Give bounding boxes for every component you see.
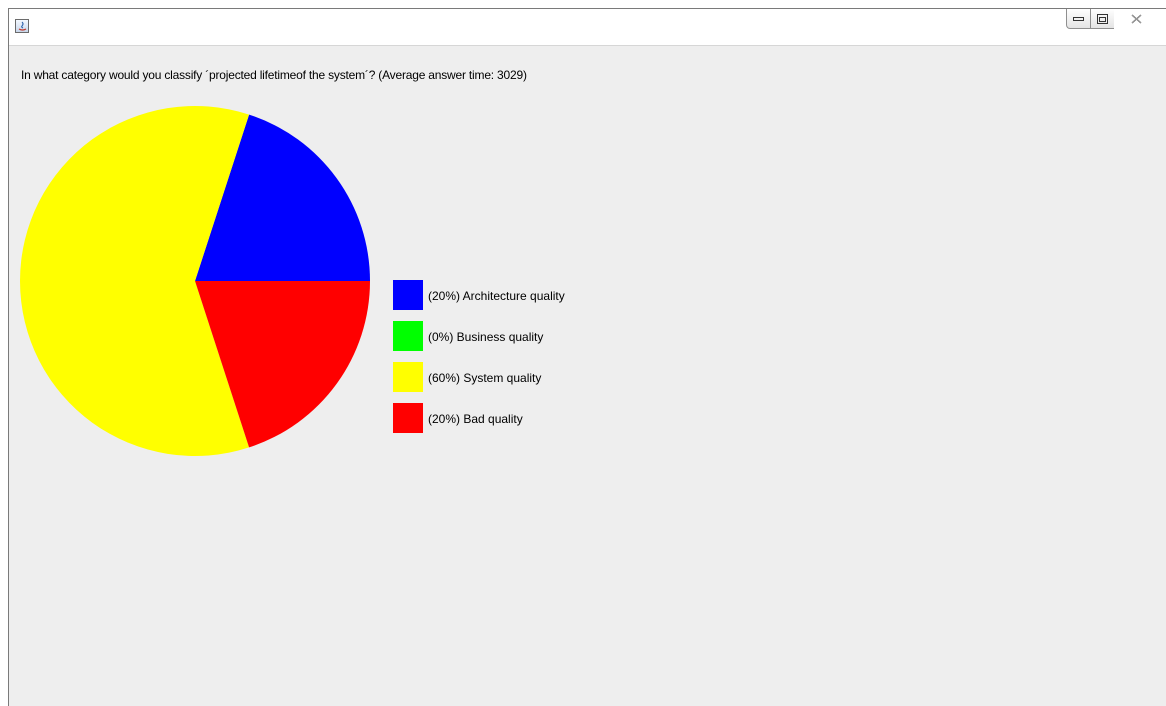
legend-swatch-bad (393, 403, 423, 433)
window-controls (1066, 9, 1158, 29)
title-bar[interactable] (9, 9, 1166, 45)
legend-swatch-system (393, 362, 423, 392)
legend-label-architecture: (20%) Architecture quality (428, 289, 565, 303)
legend-swatch-business (393, 321, 423, 351)
minimize-button[interactable] (1066, 9, 1091, 29)
legend-label-system: (60%) System quality (428, 371, 542, 385)
minimize-icon (1073, 16, 1084, 21)
close-button[interactable] (1114, 9, 1158, 29)
pie-slice-bad-quality (195, 281, 370, 448)
close-icon (1131, 14, 1141, 23)
java-app-icon[interactable] (15, 19, 29, 33)
pie-slice-architecture-quality (195, 114, 370, 281)
maximize-button[interactable] (1090, 9, 1115, 29)
legend-label-bad: (20%) Bad quality (428, 412, 523, 426)
pie-chart (19, 105, 370, 457)
app-window: In what category would you classify ´pro… (8, 8, 1166, 706)
legend-swatch-architecture (393, 280, 423, 310)
content-panel: In what category would you classify ´pro… (9, 45, 1166, 706)
pie-slice-system-quality (19, 105, 250, 457)
question-text: In what category would you classify ´pro… (21, 68, 527, 82)
maximize-icon (1097, 13, 1108, 24)
legend-label-business: (0%) Business quality (428, 330, 544, 344)
